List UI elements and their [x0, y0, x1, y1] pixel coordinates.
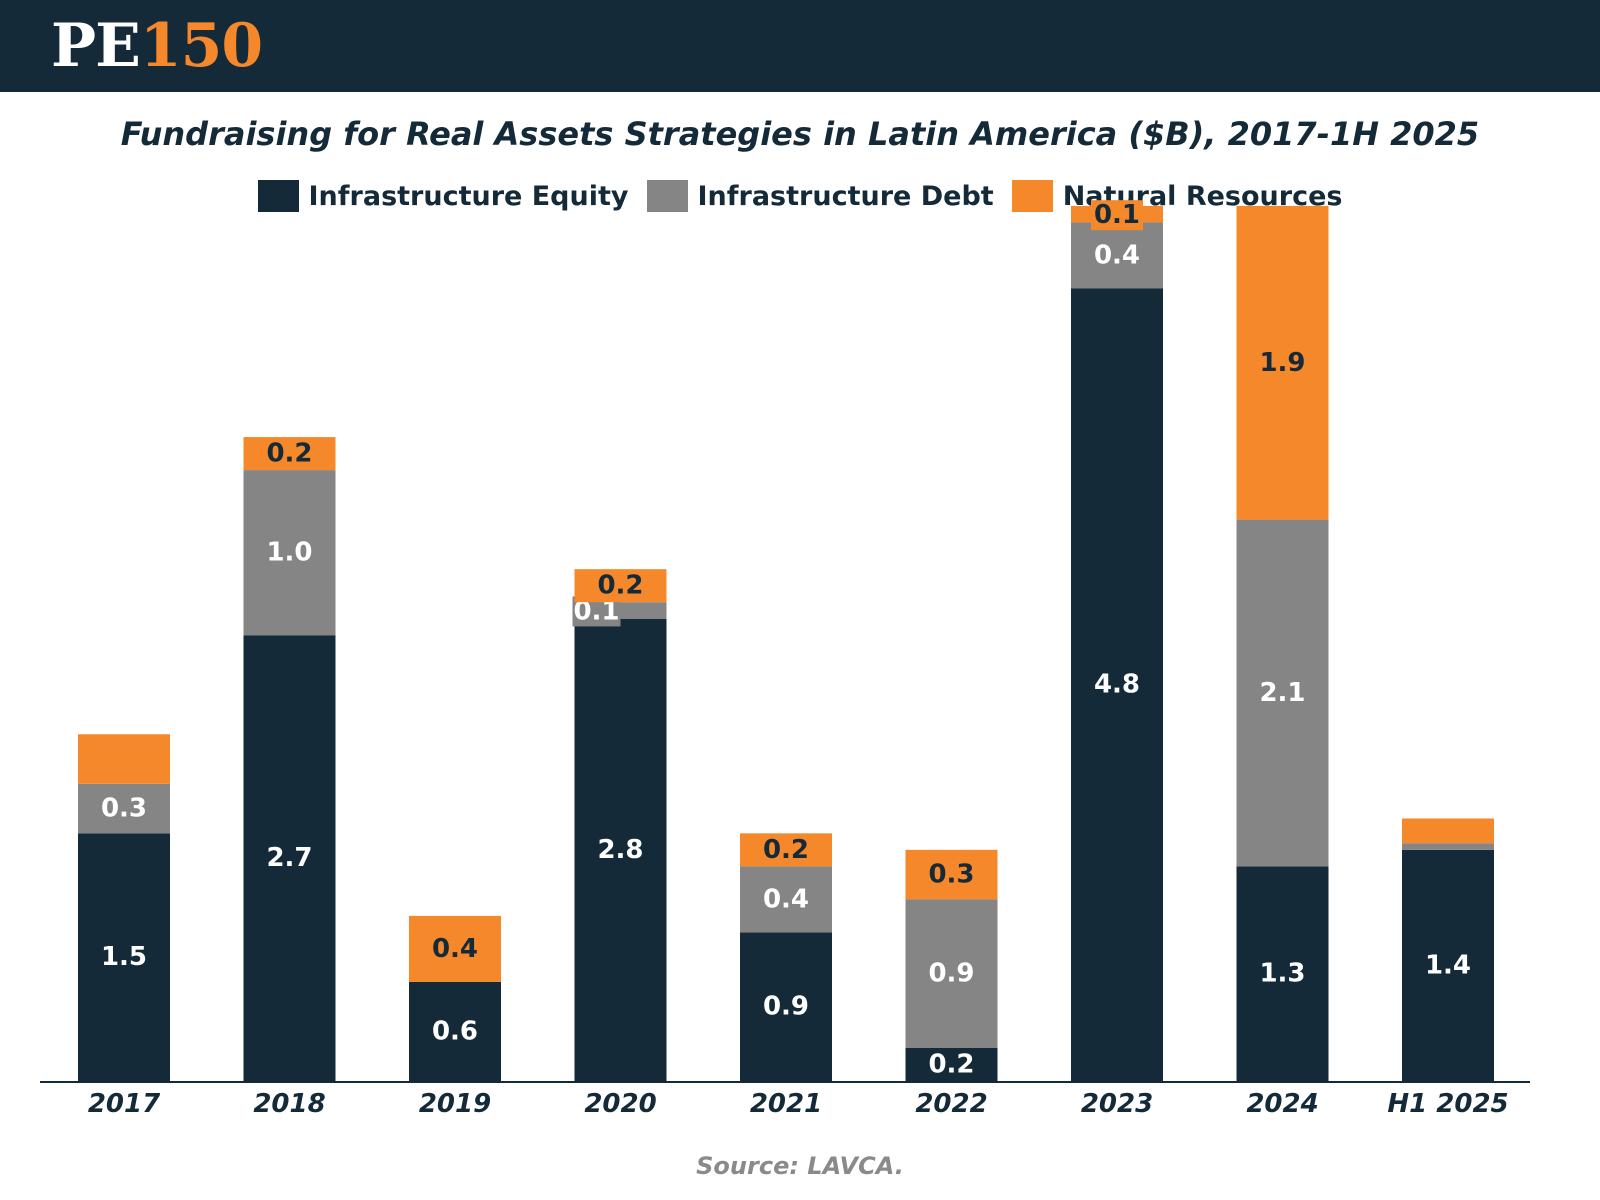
bar-equity-2023 [1071, 288, 1163, 1081]
bar-debt-2017 [78, 783, 170, 834]
bar-equity-2019 [409, 981, 501, 1081]
data-label-equity-2017: 1.5 [101, 942, 147, 972]
legend-swatch-debt [646, 180, 688, 212]
data-label-equity-2021: 0.9 [763, 992, 809, 1022]
bar-natural-2017 [78, 734, 170, 784]
bar-natural-2019 [409, 915, 501, 982]
data-label-equity-2022: 0.2 [928, 1049, 974, 1079]
x-tick-h1-2025: H1 2025 [1387, 1089, 1508, 1119]
bar-natural-2020 [574, 569, 667, 603]
bar-debt-2024 [1236, 519, 1329, 867]
x-tick-2018: 2018 [253, 1089, 325, 1119]
data-label-natural-2018: 0.2 [266, 439, 312, 469]
data-label-bg-natural-2023 [1091, 200, 1143, 231]
data-label-natural-2024: 1.9 [1259, 348, 1305, 378]
bar-natural-2024 [1236, 205, 1329, 520]
logo-pe-text: PE [51, 11, 141, 81]
logo-number-text: 150 [139, 11, 263, 81]
bar-equity-2022 [905, 1047, 998, 1081]
legend-item-natural: Natural Resources [1011, 180, 1342, 212]
data-label-debt-2018: 1.0 [266, 538, 312, 568]
x-tick-2023: 2023 [1081, 1089, 1153, 1119]
bar-equity-2017 [78, 833, 170, 1081]
x-tick-2024: 2024 [1246, 1089, 1318, 1119]
data-label-equity-2020: 2.8 [597, 835, 643, 865]
data-label-equity-h1-2025: 1.4 [1425, 950, 1471, 980]
data-label-debt-2023: 0.4 [1094, 240, 1140, 270]
pe150-logo: PE150 [51, 10, 263, 82]
bar-equity-2020 [574, 618, 667, 1081]
bar-debt-2023 [1071, 222, 1163, 289]
bar-equity-2024 [1236, 866, 1329, 1081]
data-label-debt-2022: 0.9 [928, 959, 974, 989]
legend-label-equity: Infrastructure Equity [308, 180, 629, 212]
header-bar: PE150 [0, 0, 1600, 92]
x-tick-2021: 2021 [750, 1089, 822, 1119]
bar-equity-2018 [243, 635, 336, 1081]
bar-debt-2018 [243, 470, 336, 636]
bar-debt-2022 [905, 899, 998, 1048]
chart-title: Fundraising for Real Assets Strategies i… [120, 115, 1480, 153]
legend-swatch-natural [1011, 180, 1053, 212]
data-label-natural-2019: 0.4 [432, 934, 478, 964]
bar-debt-h1-2025 [1402, 843, 1494, 850]
data-label-equity-2023: 4.8 [1094, 670, 1140, 700]
legend-swatch-equity [257, 180, 299, 212]
bar-natural-2018 [243, 437, 336, 471]
data-label-debt-2017: 0.3 [101, 794, 147, 824]
data-label-equity-2019: 0.6 [432, 1016, 478, 1046]
legend-item-debt: Infrastructure Debt [646, 180, 994, 212]
bar-equity-2021 [740, 932, 832, 1081]
data-label-debt-2021: 0.4 [763, 884, 809, 914]
x-tick-2017: 2017 [88, 1089, 161, 1119]
legend-item-equity: Infrastructure Equity [257, 180, 629, 212]
data-label-natural-2023: 0.1 [1094, 200, 1140, 230]
legend-label-debt: Infrastructure Debt [697, 180, 994, 212]
x-tick-2022: 2022 [915, 1089, 987, 1119]
source-note: Source: LAVCA. [696, 1152, 904, 1180]
data-label-natural-2021: 0.2 [763, 835, 809, 865]
data-label-equity-2018: 2.7 [266, 843, 312, 873]
bar-natural-2022 [905, 849, 998, 900]
bar-debt-2021 [740, 866, 832, 933]
data-label-debt-2024: 2.1 [1259, 678, 1305, 708]
data-label-equity-2024: 1.3 [1259, 959, 1305, 989]
chart-legend: Infrastructure Equity Infrastructure Deb… [0, 180, 1600, 212]
data-label-natural-2020: 0.2 [597, 571, 643, 601]
x-tick-2020: 2020 [584, 1089, 656, 1119]
data-label-natural-2022: 0.3 [928, 860, 974, 890]
x-tick-2019: 2019 [419, 1089, 491, 1119]
bar-natural-2021 [740, 833, 832, 867]
bar-equity-h1-2025 [1402, 849, 1494, 1081]
bar-natural-h1-2025 [1402, 818, 1494, 844]
